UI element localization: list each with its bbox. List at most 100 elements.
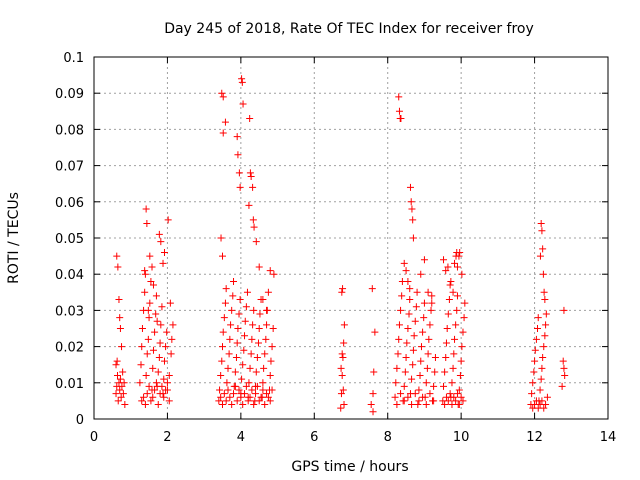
data-point [409,346,417,354]
data-point [118,382,126,390]
data-point [339,353,347,361]
data-point [219,129,227,137]
data-point [532,335,540,343]
data-point [225,350,233,358]
data-point [370,368,378,376]
data-point [415,386,423,394]
data-point [543,393,551,401]
data-point [540,404,548,412]
data-point [215,397,223,405]
data-point [226,393,234,401]
data-point [255,263,263,271]
data-point [430,397,438,405]
y-tick-label: 0.01 [55,377,84,392]
y-tick-label: 0.09 [55,87,84,102]
data-point [116,314,124,322]
data-point [452,397,460,405]
data-point [541,332,549,340]
data-point [234,325,242,332]
data-point [219,252,226,260]
data-point [401,368,409,376]
y-tick-label: 0 [76,413,84,428]
data-point [450,350,458,358]
data-point [254,339,262,347]
data-point [420,314,428,322]
data-point [117,393,125,401]
data-point [260,364,268,372]
data-point [248,335,256,343]
data-point [339,285,347,293]
data-point [147,277,155,285]
data-point [245,379,253,387]
data-point [446,390,454,398]
data-point [235,310,243,318]
data-point [252,238,260,246]
data-point [539,270,547,278]
data-point [444,397,452,405]
data-point [158,382,166,390]
data-point [443,325,451,332]
data-point [113,252,121,260]
data-point [113,357,121,365]
data-point [149,364,157,372]
data-point [539,353,547,361]
data-point [239,361,247,369]
data-points [112,75,569,416]
data-point [218,89,226,97]
data-point [246,115,254,123]
data-point [160,248,168,256]
data-point [169,321,177,329]
data-point [453,306,461,314]
data-point [230,277,238,285]
data-point [235,169,243,177]
data-point [424,288,432,296]
data-point [529,379,537,387]
data-point [428,299,436,307]
data-point [424,350,432,358]
data-point [267,357,275,365]
data-point [414,401,422,409]
data-point [151,328,159,336]
data-point [441,368,449,376]
data-point [540,288,548,296]
data-point [239,401,247,409]
data-point [560,364,568,372]
data-point [252,390,260,398]
data-point [247,172,255,180]
data-point [136,379,144,387]
data-point [538,227,546,235]
data-point [456,248,464,256]
data-point [255,397,263,405]
data-point [119,368,127,376]
data-point [154,401,162,409]
data-point [219,93,227,101]
data-point [160,357,168,365]
data-point [141,267,149,275]
data-point [216,386,224,394]
data-point [163,328,171,336]
y-tick-label: 0.03 [55,304,84,319]
data-point [112,390,120,398]
data-point [461,299,469,307]
data-point [114,397,122,405]
data-point [442,353,450,361]
data-point [229,292,237,300]
data-point [224,386,232,394]
data-point [142,372,150,380]
data-point [448,401,456,409]
data-point [411,390,419,398]
data-point [263,306,271,314]
data-point [447,277,455,285]
data-point [453,292,461,300]
data-point [426,390,434,398]
data-point [158,303,166,311]
data-point [402,353,410,361]
data-point [444,263,452,271]
data-point [539,245,547,253]
data-point [148,263,156,271]
data-point [452,252,460,260]
data-point [420,256,428,264]
data-point [430,382,438,390]
data-point [456,372,464,380]
data-point [138,343,146,351]
